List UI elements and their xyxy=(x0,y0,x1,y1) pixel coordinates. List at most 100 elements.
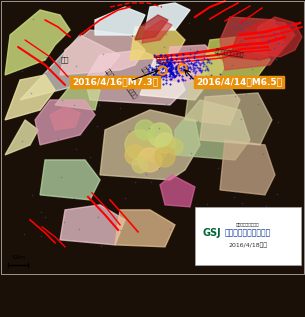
Point xyxy=(190,63,195,68)
Polygon shape xyxy=(200,35,270,80)
Point xyxy=(167,66,171,71)
Point xyxy=(38,234,43,239)
Point xyxy=(274,57,279,62)
Point xyxy=(161,64,166,69)
Point xyxy=(157,72,162,77)
Point xyxy=(191,76,196,81)
Point xyxy=(167,58,172,63)
Polygon shape xyxy=(142,20,172,43)
Point xyxy=(192,69,197,74)
Point xyxy=(256,102,260,107)
Point xyxy=(154,65,159,70)
Point xyxy=(43,215,48,220)
Point xyxy=(274,20,279,25)
Point xyxy=(168,52,173,57)
Point xyxy=(193,59,198,64)
Point xyxy=(188,65,193,70)
Point xyxy=(176,72,181,77)
Polygon shape xyxy=(255,17,302,57)
Polygon shape xyxy=(165,45,225,85)
Point xyxy=(173,64,178,69)
Point xyxy=(289,23,293,29)
Point xyxy=(163,73,168,78)
Text: 地質調査総合センター: 地質調査総合センター xyxy=(225,228,271,237)
Point xyxy=(148,70,153,75)
Point xyxy=(182,77,187,82)
Point xyxy=(200,63,205,68)
Point xyxy=(20,138,24,143)
Point xyxy=(159,53,164,58)
Point xyxy=(56,136,61,141)
Point xyxy=(166,61,171,67)
Point xyxy=(190,62,195,67)
Point xyxy=(167,67,171,72)
Point xyxy=(156,61,161,66)
Point xyxy=(240,29,245,34)
Point xyxy=(179,56,184,61)
Point xyxy=(38,210,43,215)
Point xyxy=(141,80,146,85)
Point xyxy=(169,61,174,66)
Point xyxy=(160,65,165,70)
Point xyxy=(231,195,236,200)
Point xyxy=(206,68,210,73)
Point xyxy=(154,59,159,64)
Point xyxy=(146,66,151,71)
Point xyxy=(157,61,162,66)
Point xyxy=(205,66,210,71)
Point xyxy=(193,73,198,78)
Point xyxy=(177,68,182,73)
Point xyxy=(166,74,171,79)
Point xyxy=(180,59,185,64)
Point xyxy=(265,39,270,44)
Point xyxy=(201,52,206,57)
Point xyxy=(167,63,171,68)
Point xyxy=(152,67,156,72)
Point xyxy=(242,53,247,58)
Point xyxy=(205,56,210,61)
Point xyxy=(192,66,197,71)
Point xyxy=(163,67,168,72)
Point xyxy=(185,65,190,70)
Point xyxy=(163,58,168,63)
Point xyxy=(29,90,34,95)
Point xyxy=(192,68,196,73)
Polygon shape xyxy=(20,35,120,100)
Point xyxy=(195,66,200,71)
Point xyxy=(126,85,131,90)
Point xyxy=(151,73,156,78)
Point xyxy=(160,62,165,67)
Point xyxy=(181,60,186,65)
Point xyxy=(198,61,203,66)
Point xyxy=(151,79,156,84)
Point xyxy=(26,51,31,56)
Point xyxy=(173,66,178,71)
Point xyxy=(153,78,158,83)
Point xyxy=(240,21,245,26)
Point xyxy=(233,94,238,99)
Circle shape xyxy=(167,139,183,155)
Point xyxy=(175,71,180,76)
Point xyxy=(139,74,144,79)
Point xyxy=(249,66,254,71)
Point xyxy=(157,65,162,70)
Point xyxy=(168,68,173,73)
Point xyxy=(157,64,162,69)
Point xyxy=(198,67,203,72)
Point xyxy=(62,220,67,225)
Point xyxy=(165,54,170,59)
Point xyxy=(171,74,176,80)
Point xyxy=(280,50,285,55)
Point xyxy=(146,69,151,74)
Point xyxy=(175,62,180,67)
Polygon shape xyxy=(130,25,185,60)
Point xyxy=(191,66,196,71)
Point xyxy=(170,72,175,77)
Point xyxy=(170,69,175,74)
Point xyxy=(273,35,278,40)
Point xyxy=(180,66,185,71)
Point xyxy=(157,126,162,131)
Point xyxy=(186,65,191,70)
Point xyxy=(174,67,178,72)
Point xyxy=(163,81,168,86)
